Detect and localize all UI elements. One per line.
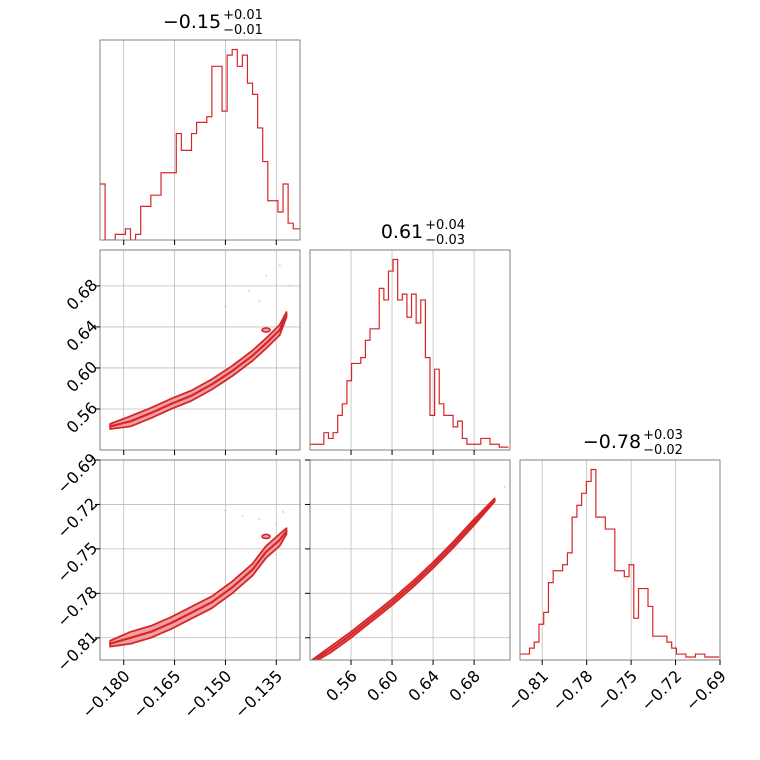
sample-point-1-0-4 [278,264,281,267]
xtick-label-p0-3: −0.135 [231,666,286,721]
ytick-label-p2-1: −0.78 [53,583,101,631]
contour-outer-1-0 [109,311,288,430]
histogram-p1 [310,258,509,448]
contour-island-1-0 [261,327,271,333]
ytick-label-p1-3: 0.68 [63,275,102,314]
xtick-label-p1-2: 0.64 [404,666,443,705]
sample-point-1-0-2 [248,289,251,293]
sample-point-1-0-6 [288,284,291,287]
ytick-label-p2-3: −0.72 [53,494,101,542]
title-median-p1: 0.61 [381,221,423,243]
title-median-p2: −0.78 [583,431,641,453]
xtick-label-p1-1: 0.60 [363,666,402,705]
contour-outer-2-1 [310,497,496,660]
panel-1-1-frame [309,249,511,451]
contour-inner-1-0 [109,313,288,428]
ytick-label-p1-1: 0.60 [63,357,102,396]
sample-point-1-0-5 [224,305,227,308]
ytick-label-p2-2: −0.75 [53,538,101,586]
ytick-label-p2-4: −0.69 [53,449,101,497]
title-lower-p2: −0.02 [643,443,683,458]
panel-2-1-frame [309,459,511,661]
contour-outer-2-0 [109,527,288,648]
contour-island-2-0 [261,533,271,540]
contour-inner-2-1 [312,498,496,660]
xtick-label-p1-0: 0.56 [322,666,361,705]
sample-point-2-0-3 [224,509,227,512]
ytick-label-p1-0: 0.56 [63,398,102,437]
xtick-label-p1-3: 0.68 [445,666,484,705]
ytick-label-p2-0: −0.81 [53,627,101,675]
title-lower-p1: −0.03 [425,233,465,248]
sample-point-2-1-2 [503,485,506,488]
xtick-label-p2-1: −0.78 [548,666,596,714]
title-upper-p2: +0.03 [643,428,683,443]
ytick-label-p1-2: 0.64 [63,316,102,355]
histogram-p0 [100,48,300,240]
sample-point-2-0-4 [281,510,285,513]
contour-inner-2-0 [109,530,288,645]
contour-tail-1-0 [100,427,101,429]
xtick-label-p2-4: −0.69 [682,666,730,714]
xtick-label-p2-0: −0.81 [504,666,552,714]
xtick-label-p0-0: −0.180 [78,666,133,721]
title-lower-p0: −0.01 [223,23,263,38]
xtick-label-p2-3: −0.72 [637,666,685,714]
panel-1-0-frame [99,249,301,451]
sample-point-2-0-2 [275,522,278,525]
histogram-p2 [520,468,720,658]
xtick-label-p0-2: −0.150 [180,666,235,721]
title-upper-p1: +0.04 [425,218,465,233]
xtick-label-p0-1: −0.165 [129,666,184,721]
density-1-0 [100,264,291,430]
sample-point-1-0-1 [258,300,261,303]
sample-point-1-0-3 [265,274,268,277]
panel-2-0-frame [99,459,301,661]
panel-2-2-frame [519,459,721,661]
panel-0-0-frame [99,39,301,241]
sample-point-2-0-0 [241,515,244,518]
sample-point-2-0-1 [258,518,261,521]
title-median-p0: −0.15 [163,11,221,33]
title-upper-p0: +0.01 [223,8,263,23]
density-2-1 [310,485,506,660]
xtick-label-p2-2: −0.75 [593,666,641,714]
density-2-0 [100,509,288,648]
